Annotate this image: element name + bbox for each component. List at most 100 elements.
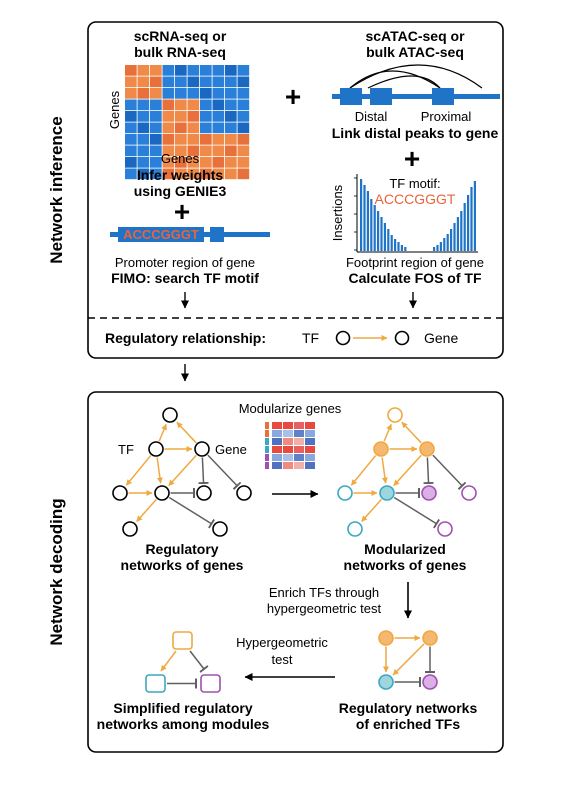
activation-edge	[158, 423, 167, 442]
heatmap-cell	[137, 99, 150, 111]
network-node	[337, 485, 353, 501]
heatmap-cell	[187, 88, 200, 99]
plus-sign-left: +	[174, 196, 190, 227]
network-node	[378, 674, 394, 690]
footprint-bar	[446, 234, 449, 251]
heatmap-cell	[212, 88, 225, 99]
promoter-motif-diagram	[110, 227, 270, 242]
heatmap-cell	[187, 134, 200, 145]
genie3-caption-line1: Infer weights	[137, 167, 224, 183]
heatmap-cell	[200, 88, 212, 99]
network-node	[194, 441, 210, 457]
heatmap-cell	[225, 145, 237, 157]
heatmap-x-axis-label: Genes	[161, 151, 200, 166]
simplified-caption-line2: networks among modules	[97, 716, 270, 732]
module-color-bar	[265, 462, 269, 469]
network-node	[154, 485, 170, 501]
heatmap-cell	[125, 122, 137, 134]
footprint-bar	[470, 187, 473, 251]
heatmap-cell	[125, 88, 137, 99]
heatmap-cell	[212, 134, 225, 145]
footprint-bar	[370, 199, 373, 251]
promoter-motif-sequence: ACCCGGGT	[123, 227, 199, 242]
heatmap-cell	[200, 99, 212, 111]
link-peaks-caption: Link distal peaks to gene	[332, 125, 499, 141]
module-color-bar	[265, 430, 269, 437]
footprint-bar	[439, 242, 442, 251]
heatmap-cell	[237, 145, 250, 157]
heatmap-cell	[125, 157, 137, 168]
footprint-bar	[377, 211, 380, 251]
heatmap-cell	[137, 134, 150, 145]
enriched-tf-network	[378, 630, 438, 690]
footprint-bar	[397, 242, 400, 251]
modularize-matrix-icon	[265, 422, 315, 469]
activation-edge	[401, 421, 422, 444]
footprint-motif-label: TF motif:	[389, 176, 440, 191]
module-matrix-cell	[294, 430, 304, 437]
expression-heatmap	[125, 65, 250, 180]
module-matrix-cell	[283, 430, 293, 437]
heatmap-cell	[212, 65, 225, 76]
footprint-bar	[467, 195, 470, 251]
network-node	[148, 441, 164, 457]
heatmap-cell	[212, 168, 225, 180]
heatmap-cell	[225, 88, 237, 99]
footprint-bar	[363, 185, 366, 251]
heatmap-cell	[175, 111, 187, 122]
heatmap-cell	[187, 99, 200, 111]
footprint-bar	[456, 217, 459, 251]
atac-title-line1: scATAC-seq or	[365, 28, 465, 44]
decoding-panel	[87, 391, 504, 753]
module-matrix-cell	[305, 438, 315, 445]
enrich-label-line2: hypergeometric test	[267, 601, 382, 616]
modularize-genes-label: Modularize genes	[239, 401, 342, 416]
heatmap-cell	[200, 168, 212, 180]
network-node	[122, 521, 138, 537]
heatmap-cell	[150, 76, 162, 88]
heatmap-cell	[237, 122, 250, 134]
network-node	[347, 521, 363, 537]
footprint-bar	[360, 179, 363, 251]
network-node	[422, 630, 438, 646]
heatmap-cell	[125, 134, 137, 145]
heatmap-cell	[162, 99, 175, 111]
heatmap-cell	[225, 168, 237, 180]
module-color-bar	[265, 446, 269, 453]
heatmap-cell	[150, 111, 162, 122]
inhibition-edge	[423, 457, 434, 485]
heatmap-cell	[137, 76, 150, 88]
rna-title-line1: scRNA-seq or	[134, 28, 227, 44]
footprint-bar	[433, 247, 436, 251]
heatmap-cell	[162, 76, 175, 88]
network-node	[162, 407, 178, 423]
simplified-module-network	[145, 631, 221, 693]
heatmap-cell	[150, 99, 162, 111]
network-node	[461, 485, 477, 501]
module-edge-orange-purple	[189, 650, 209, 673]
network-node	[373, 441, 389, 457]
heatmap-cell	[150, 134, 162, 145]
module-matrix-cell	[283, 438, 293, 445]
relationship-gene-node	[394, 330, 410, 346]
footprint-bar	[404, 247, 407, 251]
inhibition-edge	[198, 457, 209, 485]
heatmap-cell	[150, 145, 162, 157]
modularized-caption-line2: networks of genes	[344, 557, 467, 573]
network-node	[378, 630, 394, 646]
heatmap-cell	[125, 65, 137, 76]
fimo-caption: FIMO: search TF motif	[111, 270, 259, 286]
network-node	[437, 521, 453, 537]
module-edge-orange-cyan	[160, 650, 177, 672]
genie3-caption-line2: using GENIE3	[134, 183, 227, 199]
heatmap-cell	[187, 168, 200, 180]
network-node	[421, 485, 437, 501]
atac-title-line2: bulk ATAC-seq	[366, 44, 464, 60]
heatmap-cell	[175, 76, 187, 88]
module-matrix-cell	[283, 422, 293, 429]
relationship-tf: TF	[302, 330, 319, 346]
footprint-bar	[436, 245, 439, 251]
heatmap-cell	[212, 111, 225, 122]
heatmap-cell	[225, 157, 237, 168]
